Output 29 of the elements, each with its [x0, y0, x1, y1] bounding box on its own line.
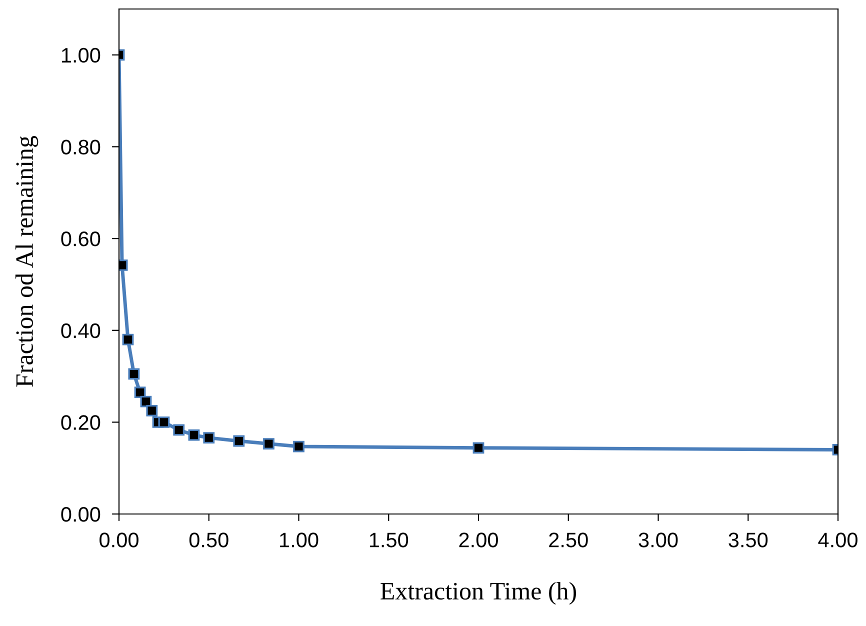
- point: [134, 386, 146, 398]
- y-tick-label: 0.60: [61, 232, 100, 246]
- y-tick-label: 0.80: [61, 140, 100, 154]
- point: [146, 405, 158, 416]
- y-tick-label: 1.00: [62, 48, 100, 63]
- point: [263, 438, 274, 450]
- x-tick-label: 2.50: [549, 532, 588, 548]
- x-tick-label: 1.00: [280, 532, 318, 548]
- point: [128, 368, 140, 380]
- point: [203, 432, 215, 444]
- x-tick-label: 4.00: [818, 532, 858, 548]
- point: [173, 424, 185, 436]
- y-axis-title: Fraction od Al remaining: [15, 136, 38, 387]
- point: [188, 429, 200, 441]
- y-tick-label: 0.40: [61, 323, 100, 338]
- point: [158, 416, 170, 428]
- x-axis-title: Extraction Time (h): [380, 582, 576, 605]
- point: [233, 435, 245, 447]
- x-tick-label: 3.50: [728, 532, 768, 548]
- y-tick-label: 0.20: [61, 415, 100, 430]
- point: [293, 440, 304, 452]
- point: [472, 442, 484, 454]
- x-tick-label: 0.50: [189, 532, 228, 548]
- x-tick-label: 2.00: [459, 532, 498, 548]
- y-tick-label: 0.00: [61, 507, 100, 522]
- x-tick-label: 3.00: [638, 532, 678, 548]
- x-tick-label: 1.50: [370, 532, 408, 548]
- x-tick-label: 0.00: [100, 532, 138, 548]
- point: [122, 334, 134, 346]
